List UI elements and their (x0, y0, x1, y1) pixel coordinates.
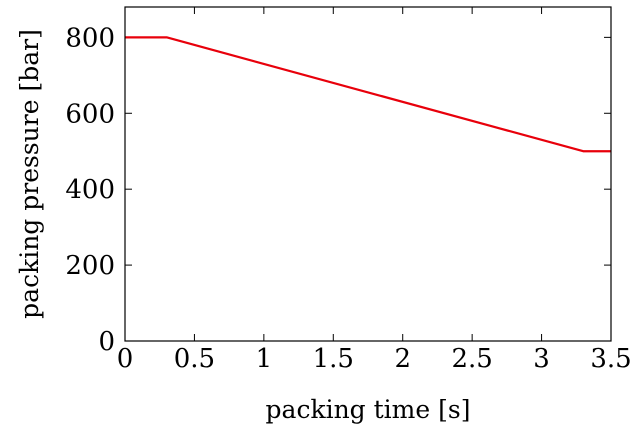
y-tick-label: 200 (65, 251, 115, 281)
y-axis-ticks (125, 36, 611, 342)
y-tick-label: 0 (98, 327, 115, 357)
y-axis-tick-labels: 0 200 400 600 800 (65, 23, 115, 357)
y-tick-label: 600 (65, 99, 115, 129)
plot-frame (124, 6, 612, 342)
x-axis-tick-labels: 0 0.5 1 1.5 2 2.5 3 3.5 (117, 344, 631, 374)
x-tick-label: 3 (533, 344, 550, 374)
x-tick-label: 3.5 (590, 344, 631, 374)
x-tick-label: 0 (117, 344, 134, 374)
y-axis-label: packing pressure [bar] (15, 29, 44, 319)
x-tick-label: 0.5 (174, 344, 215, 374)
series-layer (125, 36, 611, 153)
x-tick-label: 2 (394, 344, 411, 374)
series-line (125, 36, 611, 153)
y-tick-label: 800 (65, 23, 115, 53)
x-tick-label: 2.5 (451, 344, 492, 374)
x-tick-label: 1.5 (313, 344, 354, 374)
x-axis-ticks (124, 7, 612, 341)
y-tick-label: 400 (65, 175, 115, 205)
x-axis-label: packing time [s] (266, 395, 471, 424)
x-tick-label: 1 (256, 344, 273, 374)
